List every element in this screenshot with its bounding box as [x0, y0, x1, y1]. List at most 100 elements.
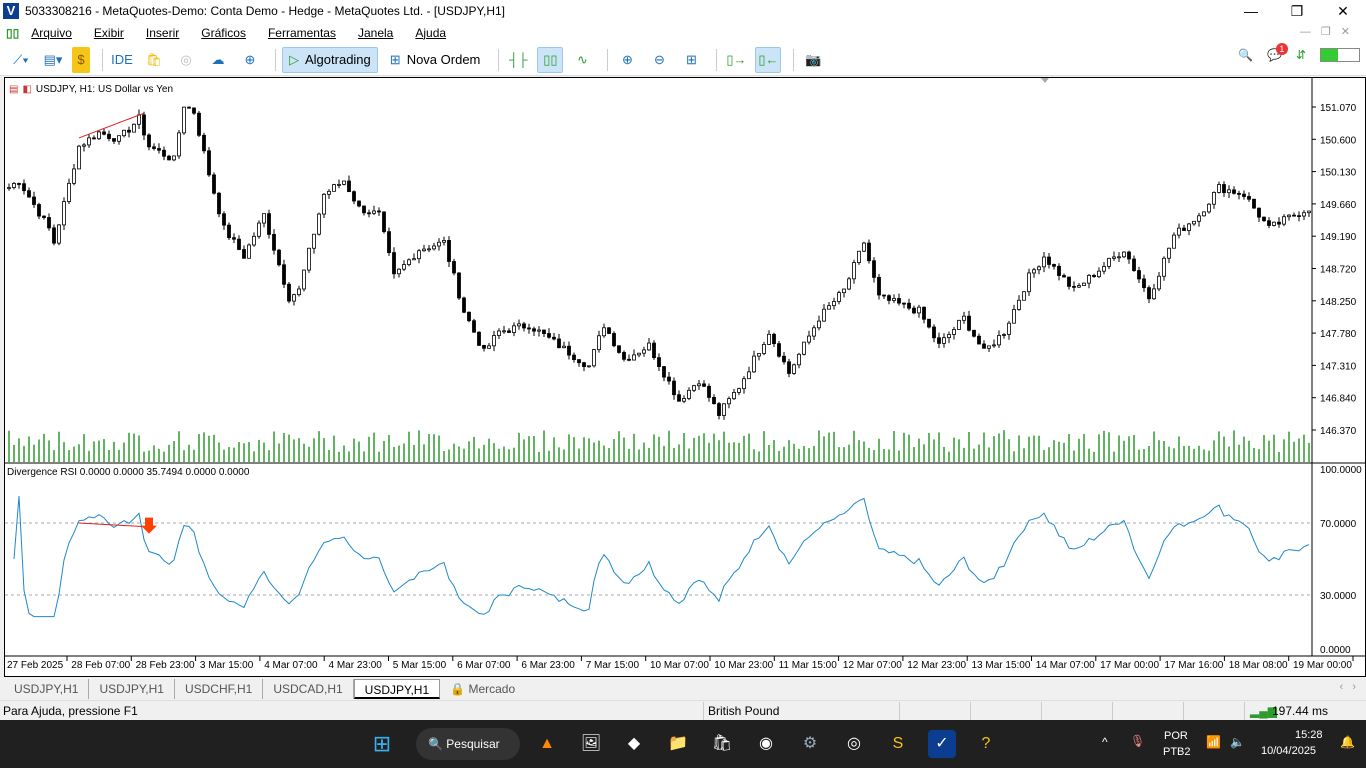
candle-body — [782, 355, 786, 363]
app-s-icon[interactable]: S — [892, 735, 904, 752]
menu-ferramentas[interactable]: Ferramentas — [267, 26, 336, 40]
dollar-icon[interactable]: $ — [72, 46, 90, 73]
market-bag-icon[interactable]: 🛍 — [145, 51, 163, 67]
help-app-icon[interactable]: ? — [981, 735, 991, 752]
candle-body — [807, 335, 811, 343]
tab-scroll-arrows[interactable]: ‹ › — [1339, 681, 1357, 693]
taskbar-search[interactable]: 🔍 Pesquisar — [416, 728, 520, 760]
screenshot-icon[interactable]: 📷 — [805, 51, 822, 67]
notifications-icon[interactable]: 💬 1 — [1267, 43, 1288, 62]
metatrader-taskbar-icon[interactable]: ✓ — [928, 730, 956, 758]
bar-chart-icon[interactable]: ┤├ — [509, 52, 528, 67]
menu-arquivo[interactable]: Arquivo — [31, 26, 72, 40]
candle-body — [817, 320, 821, 329]
notification-bell-icon[interactable]: 🔔 — [1340, 735, 1355, 749]
chrome-icon[interactable]: ◉ — [759, 735, 773, 752]
vlc-icon[interactable]: ▲ — [539, 735, 555, 752]
ide-button[interactable]: IDE — [111, 52, 133, 67]
price-tick-label: 148.250 — [1320, 297, 1357, 308]
minimize-button[interactable]: — — [1244, 3, 1258, 19]
candlestick-icon[interactable]: ▯▯ — [537, 46, 564, 73]
maximize-button[interactable]: ❐ — [1290, 3, 1304, 19]
title-bar: V 5033308216 - MetaQuotes-Demo: Conta De… — [0, 0, 1366, 22]
menu-ajuda[interactable]: Ajuda — [415, 26, 447, 40]
candle-body — [72, 168, 76, 184]
candle-body — [1102, 266, 1106, 272]
connection-icon[interactable]: ▂▄▆ — [1250, 704, 1277, 718]
chart-window[interactable]: 151.070 150.600 150.130 149.660 149.190 148.7… — [4, 77, 1366, 677]
keyboard-layout[interactable]: PTB2 — [1163, 746, 1191, 758]
candle-body — [652, 342, 656, 359]
chart-type-icon[interactable]: ⟋▾ — [13, 51, 29, 67]
algotrading-button[interactable]: ▷ Algotrading — [282, 46, 378, 73]
paint-icon[interactable]: 🖼 — [580, 735, 602, 752]
language[interactable]: POR — [1164, 730, 1188, 742]
line-chart-icon[interactable]: ∿ — [576, 51, 588, 67]
candle-body — [287, 283, 291, 302]
microphone-icon[interactable]: 🎙 — [1130, 734, 1146, 748]
help-text: Para Ajuda, pressione F1 — [3, 704, 138, 718]
autoscroll-icon[interactable]: ▯→ — [726, 51, 747, 67]
candle-body — [777, 343, 781, 357]
candle-body — [932, 326, 936, 339]
chart-tab[interactable]: USDCHF,H1 — [175, 679, 264, 699]
wifi-icon[interactable]: 📶 — [1206, 735, 1221, 749]
chart-tab[interactable]: USDJPY,H1 — [89, 679, 175, 699]
candle-body — [1197, 215, 1201, 222]
zoom-out-icon[interactable]: ⊖ — [653, 51, 665, 67]
settings-icon[interactable]: ⚙ — [802, 735, 818, 752]
rsi-line — [13, 495, 1310, 618]
menu-graficos[interactable]: Gráficos — [201, 26, 246, 40]
volume-icon[interactable]: 🔈 — [1230, 735, 1245, 749]
candle-body — [1302, 212, 1306, 217]
app-icon[interactable]: ◆ — [627, 735, 641, 752]
menu-inserir[interactable]: Inserir — [145, 26, 180, 40]
chart-properties-icon[interactable]: ◧ — [22, 84, 32, 95]
notification-badge: 1 — [1275, 43, 1288, 55]
chart-tab[interactable]: USDCAD,H1 — [263, 679, 354, 699]
chart-tab[interactable]: 🔒 Mercado — [450, 682, 516, 696]
search-icon[interactable]: 🔍 — [1238, 48, 1253, 62]
time-tick-label: 12 Mar 23:00 — [907, 660, 966, 671]
candle-body — [867, 242, 871, 262]
chart-tab[interactable]: USDJPY,H1 — [4, 679, 90, 699]
candle-body — [1137, 270, 1141, 280]
candle-body — [957, 319, 961, 330]
tray-chevron-icon[interactable]: ^ — [1102, 735, 1108, 749]
menu-janela[interactable]: Janela — [357, 26, 394, 40]
chart-shift-icon[interactable]: ▯← — [755, 46, 782, 73]
candle-body — [632, 354, 636, 361]
chart-menu-icon[interactable]: ▯▯ — [6, 26, 20, 40]
chart-tab[interactable]: USDJPY,H1 — [353, 679, 441, 699]
candle-body — [1142, 278, 1146, 289]
candle-body — [1222, 184, 1226, 194]
new-order-button[interactable]: ⊞ Nova Ordem — [389, 51, 481, 68]
market-icon: 🔒 — [450, 682, 466, 696]
level-icon[interactable]: ⇵ — [1295, 48, 1306, 62]
candle-body — [42, 215, 46, 218]
time-tick-label: 4 Mar 23:00 — [329, 660, 383, 671]
file-explorer-icon[interactable]: 📁 — [668, 735, 688, 752]
store-icon[interactable]: 🛍 — [711, 735, 733, 752]
time-tick-label: 17 Mar 16:00 — [1164, 660, 1223, 671]
zoom-in-icon[interactable]: ⊕ — [621, 51, 633, 67]
candle-body — [697, 383, 701, 387]
candle-body — [557, 338, 561, 349]
vps-cloud-icon[interactable]: ☁ — [211, 51, 225, 67]
indicator-label: Divergence RSI 0.0000 0.0000 35.7494 0.0… — [7, 467, 250, 478]
clock-time[interactable]: 15:28 — [1295, 729, 1323, 741]
price-chart[interactable]: 151.070 150.600 150.130 149.660 149.190 148.7… — [5, 78, 1366, 678]
clock-date[interactable]: 10/04/2025 — [1261, 745, 1317, 757]
windows-start-icon[interactable]: ⊞ — [372, 731, 392, 756]
indicators-icon[interactable]: ▤▾ — [43, 51, 63, 67]
time-tick-label: 6 Mar 23:00 — [521, 660, 575, 671]
menu-exibir[interactable]: Exibir — [93, 26, 124, 40]
candle-body — [887, 295, 891, 301]
add-account-icon[interactable]: ⊕ — [244, 51, 256, 67]
signals-icon[interactable]: ◎ — [180, 51, 192, 67]
trade-history-icon[interactable]: ▤ — [9, 84, 19, 95]
obs-icon[interactable]: ◎ — [847, 735, 861, 752]
tile-windows-icon[interactable]: ⊞ — [685, 51, 697, 67]
mdi-controls[interactable]: —❐✕ — [1299, 26, 1360, 38]
close-button[interactable]: ✕ — [1337, 3, 1349, 19]
